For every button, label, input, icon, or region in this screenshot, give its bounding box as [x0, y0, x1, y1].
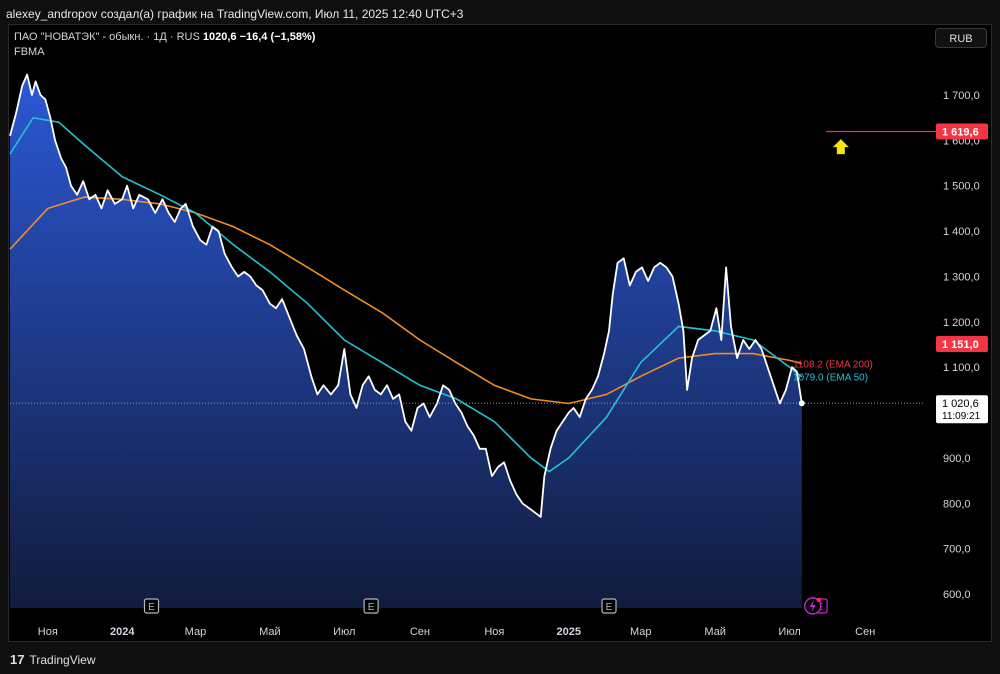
y-tick-label: 1 700,0 — [943, 90, 980, 102]
y-tick-label: 1 400,0 — [943, 226, 980, 238]
footer-brand[interactable]: 17 TradingView — [10, 652, 96, 667]
y-tick-label: 600,0 — [943, 589, 971, 601]
up-arrow-icon — [832, 139, 849, 155]
x-tick-label: Мар — [630, 626, 652, 638]
last-price-badge-value: 1 020,6 — [942, 398, 979, 410]
symbol-name[interactable]: ПАО "НОВАТЭК" - обыкн. · 1Д · RUS — [14, 31, 200, 43]
symbol-legend[interactable]: ПАО "НОВАТЭК" - обыкн. · 1Д · RUS 1020,6… — [14, 31, 315, 43]
chart-attribution: alexey_andropov создал(а) график на Trad… — [6, 7, 464, 21]
earnings-event-label: E — [606, 602, 613, 613]
y-tick-label: 1 300,0 — [943, 271, 980, 283]
alert-price-badge — [936, 123, 988, 140]
lightning-notification-dot — [816, 597, 821, 603]
y-tick-label: 900,0 — [943, 453, 971, 465]
x-tick-label: Мар — [185, 626, 207, 638]
indicator-legend[interactable]: FBMA — [14, 46, 45, 58]
y-tick-label: 1 200,0 — [943, 317, 980, 329]
ema50-label: 1079.0 (EMA 50) — [793, 373, 868, 384]
ema200-label: 1108.2 (EMA 200) — [793, 359, 873, 370]
earnings-event-marker — [143, 598, 160, 614]
price-badge-value: 1 151,0 — [942, 339, 979, 351]
earnings-event-label: E — [148, 602, 155, 613]
earnings-event-marker — [363, 598, 379, 614]
earnings-event-marker — [601, 598, 617, 614]
y-tick-label: 800,0 — [943, 498, 971, 510]
currency-button[interactable]: RUB — [935, 28, 987, 48]
y-tick-label: 1 500,0 — [943, 181, 980, 193]
last-price-dot — [798, 400, 805, 407]
x-tick-label: 2025 — [557, 626, 581, 638]
tradingview-logo-icon: 17 — [10, 652, 25, 667]
ema50-line — [9, 116, 803, 473]
ema200-line — [9, 196, 802, 405]
last-price-value: 1020,6 — [202, 31, 237, 43]
price-line — [9, 73, 803, 518]
last-price-badge-time: 11:09:21 — [942, 411, 981, 422]
x-tick-label: Сен — [410, 626, 430, 638]
red-price-badge — [936, 336, 988, 353]
x-tick-label: Июл — [333, 626, 355, 638]
earnings-event-label: E — [368, 602, 375, 613]
price-badge-value: 1 619,6 — [942, 126, 979, 138]
brand-name: TradingView — [29, 652, 96, 667]
x-tick-label: Май — [704, 626, 726, 638]
x-tick-label: Май — [259, 626, 281, 638]
price-area-fill — [10, 74, 802, 609]
last-price-badge — [936, 395, 988, 424]
lightning-bolt-icon — [809, 600, 816, 612]
x-tick-label: Сен — [855, 626, 875, 638]
price-change: −16,4 (−1,58%) — [239, 31, 316, 43]
x-tick-label: Ноя — [484, 626, 504, 638]
y-tick-label: 1 100,0 — [943, 362, 980, 374]
x-tick-label: Ноя — [38, 626, 58, 638]
y-tick-label: 700,0 — [943, 544, 971, 556]
x-tick-label: 2024 — [110, 626, 135, 638]
x-tick-label: Июл — [778, 626, 800, 638]
